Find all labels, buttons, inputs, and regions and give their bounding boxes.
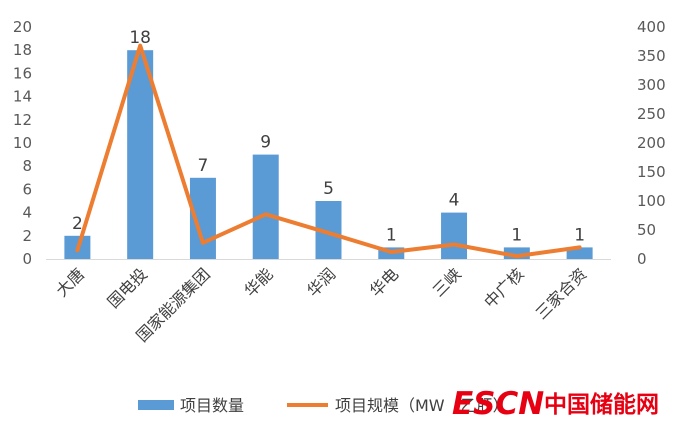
- left-tick-label: 12: [13, 111, 32, 129]
- category-label: 三家合资: [532, 264, 591, 323]
- right-tick-label: 200: [637, 134, 666, 152]
- left-tick-label: 6: [22, 180, 32, 198]
- bar-data-label: 2: [72, 214, 83, 234]
- bar-data-label: 1: [511, 225, 522, 245]
- left-tick-label: 4: [22, 204, 32, 222]
- left-tick-label: 8: [22, 157, 32, 175]
- bar: [127, 50, 154, 260]
- left-tick-label: 2: [22, 227, 32, 245]
- right-y-axis: 0 50 100 150 200 250 300 350 400: [637, 18, 666, 268]
- right-tick-label: 350: [637, 47, 666, 65]
- bar-data-label: 1: [574, 225, 585, 245]
- bar-data-label: 5: [323, 179, 334, 199]
- left-tick-label: 20: [13, 18, 32, 36]
- watermark-logo: ESCN: [452, 386, 544, 422]
- bar-data-label: 18: [129, 28, 151, 48]
- category-label: 华润: [303, 264, 339, 300]
- bar-data-labels: 2 18 7 9 5 1 4 1 1: [72, 28, 585, 245]
- right-tick-label: 400: [637, 18, 666, 36]
- left-tick-label: 0: [22, 250, 32, 268]
- bar-data-label: 9: [260, 133, 271, 153]
- left-tick-label: 10: [13, 134, 32, 152]
- legend-swatch-bar: [138, 400, 174, 410]
- watermark-site-name: 中国储能网: [544, 391, 659, 418]
- line-series: [75, 43, 582, 259]
- left-y-axis: 0 2 4 6 8 10 12 14 16 18 20: [13, 18, 32, 268]
- right-tick-label: 250: [637, 105, 666, 123]
- category-label: 大唐: [52, 264, 88, 300]
- right-tick-label: 50: [637, 221, 656, 239]
- bar: [252, 154, 279, 259]
- bar-series: [64, 50, 593, 260]
- bar-data-label: 4: [449, 191, 460, 211]
- right-tick-label: 0: [637, 250, 647, 268]
- bar: [503, 247, 530, 259]
- right-tick-label: 300: [637, 76, 666, 94]
- category-label: 中广核: [480, 264, 527, 311]
- category-label: 华能: [240, 264, 276, 300]
- category-label: 华电: [366, 264, 402, 300]
- bar: [566, 247, 593, 259]
- category-label: 三峡: [429, 264, 465, 300]
- watermark: ESCN 中国储能网: [452, 386, 659, 422]
- left-tick-label: 14: [13, 88, 32, 106]
- bar-data-label: 1: [386, 225, 397, 245]
- bar-data-label: 7: [198, 156, 209, 176]
- right-tick-label: 150: [637, 163, 666, 181]
- legend-label-bar: 项目数量: [180, 396, 244, 415]
- legend-label-line: 项目规模（MW（乙肝）: [335, 396, 509, 415]
- left-tick-label: 18: [13, 41, 32, 59]
- legend: 项目数量 项目规模（MW（乙肝）: [138, 396, 509, 415]
- category-label: 国电投: [104, 264, 151, 311]
- left-tick-label: 16: [13, 64, 32, 82]
- right-tick-label: 100: [637, 192, 666, 210]
- bar: [441, 212, 468, 259]
